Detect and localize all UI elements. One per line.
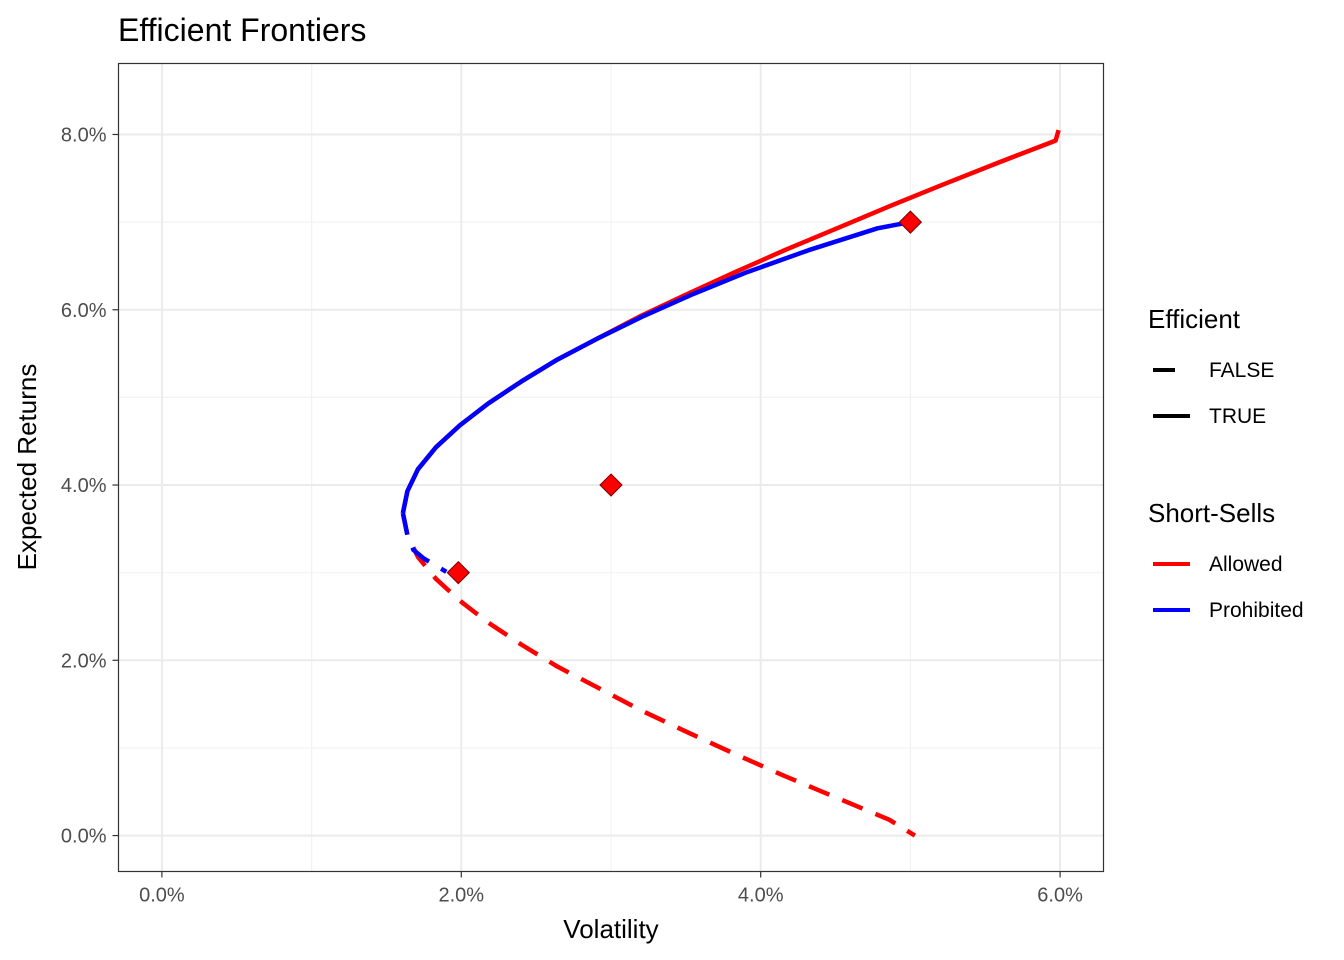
y-tick-label: 8.0%: [61, 124, 107, 146]
legend-title-efficient: Efficient: [1148, 304, 1241, 334]
y-axis-title: Expected Returns: [12, 364, 42, 571]
chart-title: Efficient Frontiers: [118, 12, 366, 48]
legend-label-true: TRUE: [1209, 405, 1266, 428]
x-axis-title: Volatility: [563, 914, 658, 944]
asset-point: [446, 560, 471, 585]
x-tick-label: 2.0%: [439, 885, 485, 907]
x-axis-ticks: 0.0% 2.0% 4.0% 6.0%: [139, 871, 1083, 907]
legend-title-short-sells: Short-Sells: [1148, 498, 1275, 528]
frontier-lines: [400, 129, 1061, 838]
y-tick-label: 0.0%: [61, 826, 107, 848]
plot-panel-border: [117, 62, 1105, 873]
legend: Efficient FALSE TRUE Short-Sells Allowed…: [1148, 304, 1304, 622]
legend-label-allowed: Allowed: [1209, 553, 1283, 576]
asset-points: [446, 210, 923, 585]
asset-point: [898, 210, 923, 234]
y-tick-label: 2.0%: [61, 650, 107, 672]
x-tick-label: 0.0%: [139, 885, 185, 907]
x-tick-label: 6.0%: [1037, 885, 1083, 907]
series-prohibited-inefficient: [400, 512, 448, 574]
series-prohibited-efficient: [400, 219, 911, 514]
legend-label-prohibited: Prohibited: [1209, 599, 1304, 622]
legend-label-false: FALSE: [1209, 359, 1274, 382]
x-tick-label: 4.0%: [738, 885, 784, 907]
y-tick-label: 4.0%: [61, 475, 107, 497]
asset-point: [599, 473, 623, 497]
y-tick-label: 6.0%: [61, 300, 107, 322]
series-allowed-inefficient: [400, 512, 917, 838]
y-axis-ticks: 0.0% 2.0% 4.0% 6.0% 8.0%: [61, 124, 119, 848]
